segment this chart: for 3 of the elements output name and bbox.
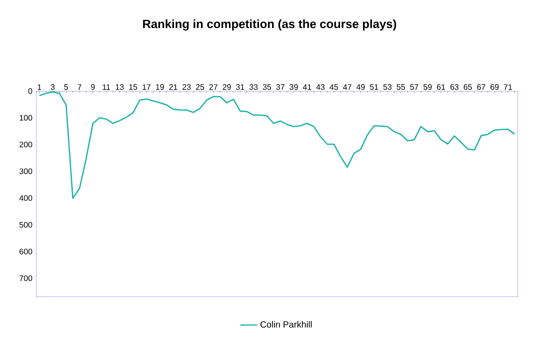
chart-title: Ranking in competition (as the course plays)	[143, 19, 396, 31]
line-series	[38, 91, 516, 199]
legend-label: Colin Parkhill	[260, 321, 312, 328]
